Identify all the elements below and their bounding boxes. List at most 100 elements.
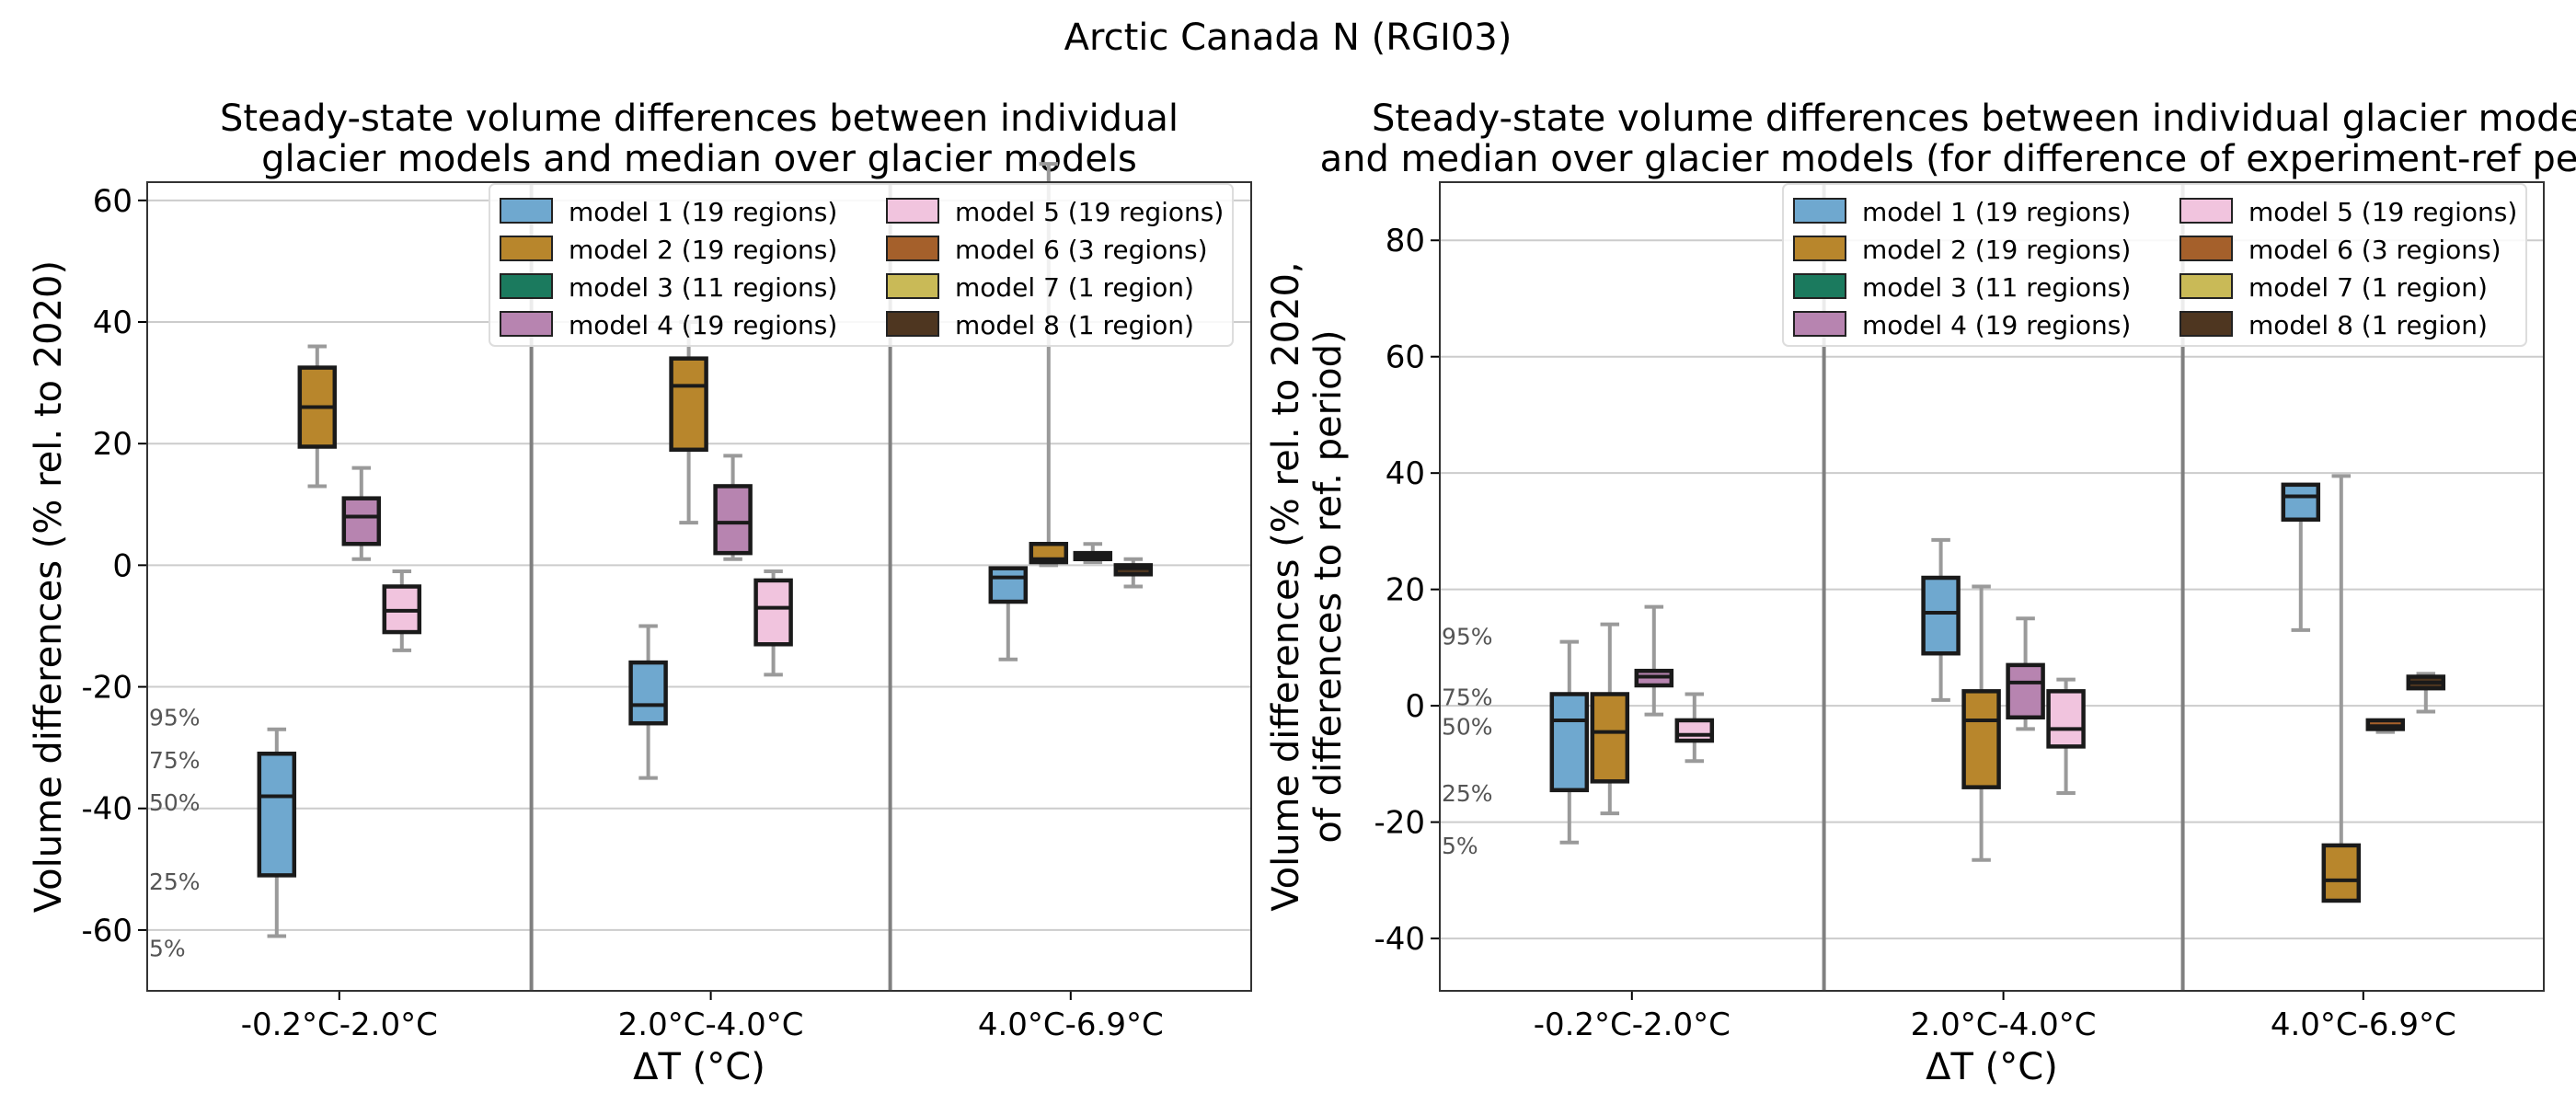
y-tick-label: 40 <box>93 305 132 341</box>
legend-swatch <box>886 236 939 261</box>
boxplot-model8 <box>2406 672 2446 714</box>
chart-panels: Steady-state volume differences between … <box>28 98 2576 1088</box>
chart-panel: Steady-state volume differences between … <box>28 98 1252 1088</box>
boxplot-model1 <box>988 566 1029 661</box>
boxplot-model1 <box>1549 639 1590 845</box>
percentile-legend-label: 50% <box>1442 713 1493 740</box>
y-tick-label: -60 <box>81 913 132 949</box>
legend-swatch <box>2179 273 2233 299</box>
boxplot-model6 <box>1073 542 1113 565</box>
percentile-legend-label: 75% <box>149 747 201 774</box>
legend-swatch <box>1793 236 1846 261</box>
box-iqr <box>628 660 668 726</box>
chart-panel: Steady-state volume differences between … <box>1265 98 2576 1088</box>
chart-title: Steady-state volume differences between … <box>220 98 1179 140</box>
box-iqr <box>669 356 708 453</box>
boxplot-model1 <box>2281 482 2321 632</box>
percentile-legend-label: 95% <box>149 705 201 731</box>
box-iqr <box>257 751 297 878</box>
boxplot-model4 <box>2006 616 2045 731</box>
box-iqr <box>2006 662 2045 720</box>
legend-swatch <box>886 311 939 337</box>
legend-label: model 8 (1 region) <box>955 310 1194 340</box>
legend-swatch <box>1793 198 1846 224</box>
box-iqr <box>2046 689 2086 749</box>
x-category-label: 2.0°C-4.0°C <box>1911 1006 2097 1043</box>
box-iqr <box>1921 575 1961 656</box>
box-iqr <box>2281 482 2321 523</box>
legend-label: model 1 (19 regions) <box>569 197 837 227</box>
legend-label: model 5 (19 regions) <box>955 197 1224 227</box>
box-iqr <box>1590 692 1630 784</box>
percentile-legend-label: 95% <box>1442 623 1493 650</box>
legend-label: model 8 (1 region) <box>2248 310 2488 340</box>
box-iqr <box>988 566 1029 604</box>
legend-label: model 7 (1 region) <box>2248 272 2488 303</box>
chart-title: Steady-state volume differences between … <box>1372 98 2576 140</box>
y-tick-label: -20 <box>81 670 132 707</box>
axes-frame <box>146 181 1252 992</box>
legend-swatch <box>500 198 553 224</box>
box-iqr <box>1961 689 2001 789</box>
legend-label: model 6 (3 regions) <box>955 235 1208 265</box>
box-iqr <box>341 496 382 546</box>
legend-label: model 3 (11 regions) <box>569 272 837 303</box>
legend-swatch <box>886 273 939 299</box>
y-tick-label: -40 <box>1374 921 1425 958</box>
y-axis-label: Volume differences (% rel. to 2020, <box>1265 261 1307 911</box>
y-tick-label: 60 <box>1386 339 1425 376</box>
x-axis-label: ΔT (°C) <box>1926 1046 2058 1088</box>
boxplot-model2 <box>1590 622 1630 816</box>
legend-swatch <box>1793 311 1846 337</box>
legend-label: model 3 (11 regions) <box>1862 272 2131 303</box>
legend-label: model 4 (19 regions) <box>1862 310 2131 340</box>
y-tick-label: 0 <box>112 547 132 584</box>
boxplot-model2 <box>1961 584 2001 862</box>
percentile-legend-label: 25% <box>149 868 201 895</box>
box-iqr <box>2321 843 2362 903</box>
percentile-legend-label: 5% <box>149 936 186 962</box>
legend-label: model 5 (19 regions) <box>2248 197 2517 227</box>
legend-swatch <box>500 311 553 337</box>
boxplot-model2 <box>297 344 338 489</box>
percentile-legend-label: 75% <box>1442 684 1493 711</box>
boxplot-model4 <box>1634 604 1674 717</box>
percentile-legend-label: 5% <box>1442 833 1478 859</box>
y-axis-label: Volume differences (% rel. to 2020) <box>28 260 70 913</box>
y-tick-label: -40 <box>81 791 132 828</box>
percentile-legend-label: 50% <box>149 789 201 816</box>
x-category-label: 2.0°C-4.0°C <box>618 1006 804 1043</box>
boxplot-model5 <box>2046 677 2086 795</box>
x-axis-label: ΔT (°C) <box>633 1046 765 1088</box>
boxplot-model2 <box>669 320 708 525</box>
boxplot-model5 <box>1674 692 1715 764</box>
legend-frame <box>1782 183 2527 347</box>
boxplot-model6 <box>2365 718 2406 734</box>
x-category-label: 4.0°C-6.9°C <box>978 1006 1164 1043</box>
legend-swatch <box>2179 311 2233 337</box>
legend-label: model 7 (1 region) <box>955 272 1194 303</box>
legend-swatch <box>2179 198 2233 224</box>
legend: model 1 (19 regions) model 2 (19 regions)… <box>489 183 1234 347</box>
box-iqr <box>753 578 793 647</box>
percentile-legend-label: 25% <box>1442 780 1493 807</box>
legend-swatch <box>500 236 553 261</box>
axes-frame <box>1439 181 2545 992</box>
y-tick-label: 0 <box>1405 688 1425 725</box>
legend-label: model 1 (19 regions) <box>1862 197 2131 227</box>
legend: model 1 (19 regions) model 2 (19 regions)… <box>1782 183 2527 347</box>
boxplot-model4 <box>713 454 753 561</box>
y-axis-label: of differences to ref. period) <box>1307 329 1350 843</box>
legend-label: model 4 (19 regions) <box>569 310 837 340</box>
y-tick-label: 20 <box>93 426 132 463</box>
legend-swatch <box>1793 273 1846 299</box>
y-tick-label: 80 <box>1386 223 1425 259</box>
x-category-label: 4.0°C-6.9°C <box>2271 1006 2456 1043</box>
boxplot-model1 <box>257 727 297 938</box>
legend-swatch <box>2179 236 2233 261</box>
legend-label: model 6 (3 regions) <box>2248 235 2501 265</box>
y-tick-label: 40 <box>1386 455 1425 492</box>
y-tick-label: 20 <box>1386 572 1425 609</box>
